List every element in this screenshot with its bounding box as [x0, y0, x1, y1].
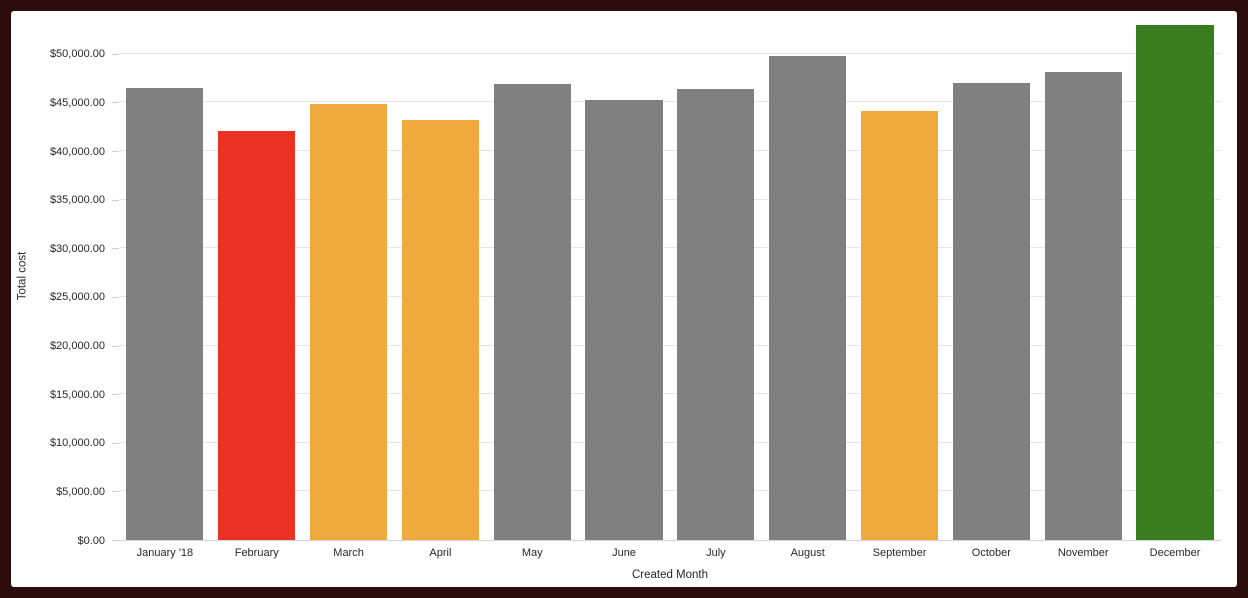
y-tick-label: $0.00 [77, 534, 105, 547]
bar-slot [945, 11, 1037, 540]
x-axis-title-wrap: Created Month [119, 565, 1221, 583]
bar-slot [854, 11, 946, 540]
gridline [119, 393, 1221, 395]
x-tick-label: June [612, 547, 636, 559]
bar-december[interactable] [1136, 24, 1214, 540]
y-tick-label: $40,000.00 [49, 145, 105, 158]
x-tick-label: September [872, 547, 927, 559]
x-axis-labels: January '18 February March April May June July… [119, 547, 1221, 559]
bar-slot [486, 11, 578, 540]
bar-slots [119, 11, 1221, 540]
y-tick-mark [112, 102, 119, 104]
gridline [119, 150, 1221, 152]
x-tick-label: October [971, 547, 1011, 559]
x-tick-label: April [429, 547, 452, 559]
gridline [119, 101, 1221, 103]
bar-january-18[interactable] [126, 87, 204, 540]
gridline [119, 198, 1221, 200]
gridline [119, 490, 1221, 492]
bar-slot [119, 11, 211, 540]
bar-october[interactable] [952, 82, 1030, 540]
bar-slot [211, 11, 303, 540]
plot-area [119, 11, 1221, 541]
y-axis: $0.00 $5,000.00 $10,000.00 $15,000.00 $20,00… [11, 11, 119, 547]
gridline [119, 52, 1221, 54]
y-tick-mark [112, 394, 119, 396]
bar-slot [670, 11, 762, 540]
y-tick-mark [112, 296, 119, 298]
y-tick-label: $50,000.00 [49, 48, 105, 61]
gridline [119, 247, 1221, 249]
x-tick-label: November [1057, 547, 1109, 559]
y-tick-label: $20,000.00 [49, 340, 105, 353]
bar-slot [303, 11, 395, 540]
bar-july[interactable] [677, 88, 755, 540]
bar-november[interactable] [1044, 72, 1122, 540]
y-tick-label: $35,000.00 [49, 194, 105, 207]
y-tick-mark [112, 151, 119, 153]
y-tick-mark [112, 540, 119, 541]
bar-september[interactable] [860, 111, 939, 540]
bar-slot [762, 11, 854, 540]
bar-chart: Total cost $0.00 $5,000.00 $10,000.00 $15,0… [11, 11, 1237, 587]
bar-slot [394, 11, 486, 540]
gridline [119, 441, 1221, 443]
y-tick-label: $30,000.00 [49, 242, 105, 255]
x-tick-label: March [333, 547, 364, 559]
bar-april[interactable] [401, 119, 479, 540]
x-tick-label: January '18 [136, 547, 194, 559]
x-tick-label: December [1149, 547, 1201, 559]
chart-card: Total cost $0.00 $5,000.00 $10,000.00 $15,0… [11, 11, 1237, 587]
bar-may[interactable] [493, 83, 571, 540]
y-tick-mark [112, 199, 119, 201]
y-tick-mark [112, 53, 119, 55]
bar-february[interactable] [218, 130, 296, 540]
y-tick-label: $10,000.00 [49, 437, 105, 450]
bar-slot [1037, 11, 1129, 540]
x-tick-label: February [234, 547, 279, 559]
bar-march[interactable] [310, 104, 388, 540]
bar-august[interactable] [769, 55, 847, 540]
y-tick-label: $25,000.00 [49, 291, 105, 304]
y-tick-mark [112, 345, 119, 347]
y-tick-label: $15,000.00 [49, 388, 105, 401]
y-tick-mark [112, 248, 119, 250]
bar-slot [578, 11, 670, 540]
gridline [119, 295, 1221, 297]
gridline [119, 344, 1221, 346]
y-tick-label: $45,000.00 [49, 96, 105, 109]
y-tick-mark [112, 442, 119, 444]
bar-slot [1129, 11, 1221, 540]
y-tick-label: $5,000.00 [56, 485, 105, 498]
x-tick-label: August [790, 547, 825, 559]
x-tick-label: July [706, 547, 726, 559]
x-tick-label: May [521, 547, 543, 559]
bar-june[interactable] [585, 99, 663, 540]
y-tick-mark [112, 491, 119, 493]
x-axis-title: Created Month [631, 569, 709, 581]
